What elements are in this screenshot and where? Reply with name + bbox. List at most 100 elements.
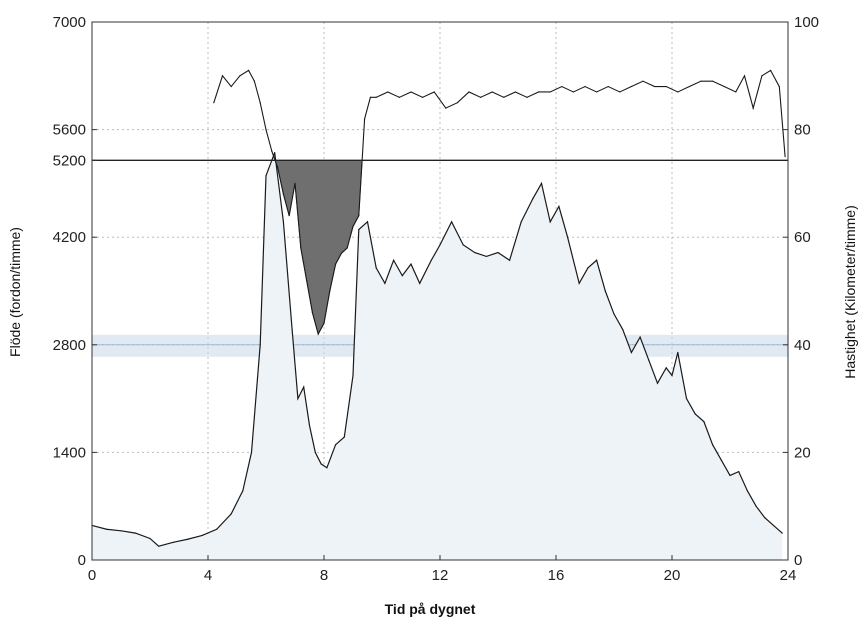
flow-point xyxy=(685,398,688,400)
speed-point xyxy=(340,252,342,254)
speed-point xyxy=(778,85,780,88)
flow-point xyxy=(587,267,589,269)
flow-point xyxy=(549,221,551,223)
flow-point xyxy=(297,398,299,400)
speed-point xyxy=(735,91,737,93)
speed-point xyxy=(526,96,528,98)
flow-point xyxy=(314,451,316,453)
flow-point xyxy=(474,251,476,254)
speed-point xyxy=(743,75,746,77)
y-left-axis-title: Flöde (fordon/timme) xyxy=(7,227,23,357)
speed-point xyxy=(422,96,424,98)
speed-point xyxy=(265,129,267,131)
speed-point xyxy=(271,150,273,152)
speed-point xyxy=(770,69,772,72)
flow-point xyxy=(291,328,293,331)
speed-point xyxy=(317,333,319,335)
speed-point xyxy=(300,247,302,249)
y-right-tick-label: 40 xyxy=(794,337,811,354)
flow-point xyxy=(656,382,659,384)
y-left-tick-label: 4200 xyxy=(53,229,86,246)
speed-point xyxy=(665,85,667,88)
flow-line xyxy=(91,152,783,547)
flow-point xyxy=(578,282,580,284)
flow-point xyxy=(366,221,369,223)
flow-point xyxy=(755,505,757,507)
flow-point xyxy=(665,367,667,369)
flow-point xyxy=(694,413,696,415)
speed-point xyxy=(654,85,656,88)
speed-point xyxy=(549,91,551,93)
flow-point xyxy=(703,421,705,423)
y-left-tick-label: 7000 xyxy=(53,14,86,31)
flow-point xyxy=(712,444,714,446)
flow-point xyxy=(282,221,284,223)
flow-point xyxy=(187,538,189,540)
y-right-tick-label: 20 xyxy=(794,444,811,461)
speed-point xyxy=(607,85,609,88)
flow-point xyxy=(320,463,322,465)
speed-point xyxy=(538,91,540,93)
flow-point xyxy=(558,205,560,208)
speed-point xyxy=(387,91,389,93)
speed-point xyxy=(248,69,250,72)
x-axis-title: Tid på dygnet xyxy=(385,601,476,617)
flow-point xyxy=(230,513,232,515)
flow-point xyxy=(384,282,386,284)
speed-point xyxy=(503,96,505,98)
speed-point xyxy=(375,96,377,98)
flow-point xyxy=(410,263,412,265)
flow-point xyxy=(250,451,253,453)
speed-point xyxy=(213,102,215,104)
speed-point xyxy=(311,311,313,314)
y-left-tick-label: 5200 xyxy=(53,152,86,169)
flow-point xyxy=(358,228,360,231)
speed-point xyxy=(700,80,702,82)
flow-point xyxy=(265,175,267,177)
flow-point xyxy=(485,255,487,258)
speed-point xyxy=(596,91,598,93)
y-right-tick-label: 100 xyxy=(794,14,819,31)
flow-point xyxy=(201,534,203,537)
flow-point xyxy=(401,275,403,277)
speed-line xyxy=(213,69,786,336)
flow-point xyxy=(430,259,432,261)
flow-point xyxy=(772,524,775,527)
speed-point xyxy=(712,80,714,82)
x-tick-label: 12 xyxy=(432,567,449,584)
flow-point xyxy=(671,374,673,377)
speed-point xyxy=(253,80,255,82)
speed-point xyxy=(561,85,563,88)
flow-point xyxy=(648,359,650,361)
speed-point xyxy=(433,91,435,93)
speed-point xyxy=(784,155,786,158)
speed-point xyxy=(468,91,470,93)
flow-point xyxy=(720,459,722,461)
speed-point xyxy=(364,118,366,120)
flow-point xyxy=(303,386,305,388)
flow-point xyxy=(274,152,276,154)
flow-point xyxy=(613,313,615,315)
y-right-tick-label: 0 xyxy=(794,552,802,569)
y-right-tick-label: 60 xyxy=(794,229,811,246)
speed-point xyxy=(294,182,296,184)
flow-point xyxy=(375,267,377,269)
speed-point xyxy=(306,279,308,281)
speed-point xyxy=(239,75,241,77)
y-right-tick-label: 80 xyxy=(794,122,811,139)
speed-point xyxy=(346,247,348,249)
flow-point xyxy=(216,528,218,530)
flow-point xyxy=(746,490,749,492)
flow-point xyxy=(242,490,244,492)
flow-point xyxy=(520,221,522,223)
speed-point xyxy=(752,107,754,109)
flow-point xyxy=(729,474,731,477)
speed-point xyxy=(230,85,232,88)
speed-point xyxy=(723,85,725,88)
y-left-tick-label: 5600 xyxy=(53,122,86,139)
x-tick-label: 0 xyxy=(88,567,96,584)
speed-series xyxy=(213,69,786,336)
speed-point xyxy=(398,96,400,98)
flow-point xyxy=(497,251,499,254)
flow-point xyxy=(677,351,679,354)
